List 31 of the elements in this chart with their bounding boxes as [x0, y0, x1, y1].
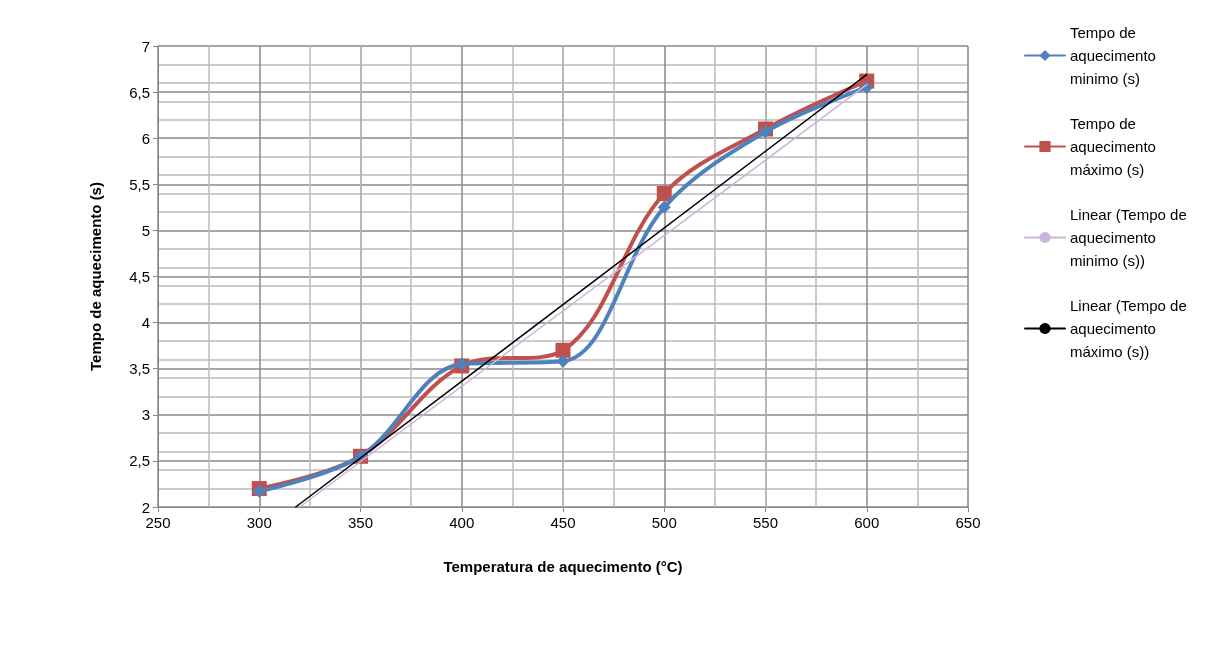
- point: [759, 125, 772, 139]
- y-tick-label: 3,5: [129, 360, 150, 378]
- y-tick-label: 5: [141, 221, 150, 239]
- legend-label: Linear (Tempo de aquecimento minimo (s)): [1070, 206, 1191, 269]
- x-tick-label: 250: [145, 514, 171, 531]
- point: [657, 200, 671, 214]
- y-tick-label: 7: [141, 37, 150, 55]
- legend-label: Tempo de aquecimento minimo (s): [1070, 24, 1161, 87]
- x-tick-label: 600: [854, 514, 880, 531]
- legend-label: Linear (Tempo de aquecimento máximo (s)): [1070, 297, 1191, 360]
- x-tick-label: 300: [246, 514, 272, 531]
- x-axis-title: Temperatura de aquecimento (°C): [443, 558, 683, 575]
- x-tick-label: 450: [550, 514, 576, 531]
- y-tick-label: 2,5: [129, 452, 150, 470]
- point: [556, 354, 570, 368]
- legend-label: Tempo de aquecimento máximo (s): [1070, 115, 1161, 178]
- y-tick-label: 3: [141, 406, 150, 424]
- y-tick-label: 4,5: [129, 268, 150, 285]
- x-tick-label: 400: [449, 514, 475, 531]
- x-tick-label: 500: [651, 514, 677, 531]
- y-tick-label: 5,5: [129, 175, 150, 193]
- y-tick-label: 2: [141, 498, 150, 516]
- x-tick-label: 650: [955, 514, 981, 531]
- point: [555, 342, 571, 358]
- x-tick-label: 350: [347, 514, 374, 531]
- point: [656, 186, 672, 202]
- y-tick-label: 6,5: [129, 83, 150, 101]
- y-tick-label: 6: [141, 129, 150, 147]
- y-axis-title: Tempo de aquecimento (s): [87, 182, 104, 371]
- x-tick-label: 550: [752, 514, 779, 531]
- y-tick-label: 4: [141, 314, 150, 332]
